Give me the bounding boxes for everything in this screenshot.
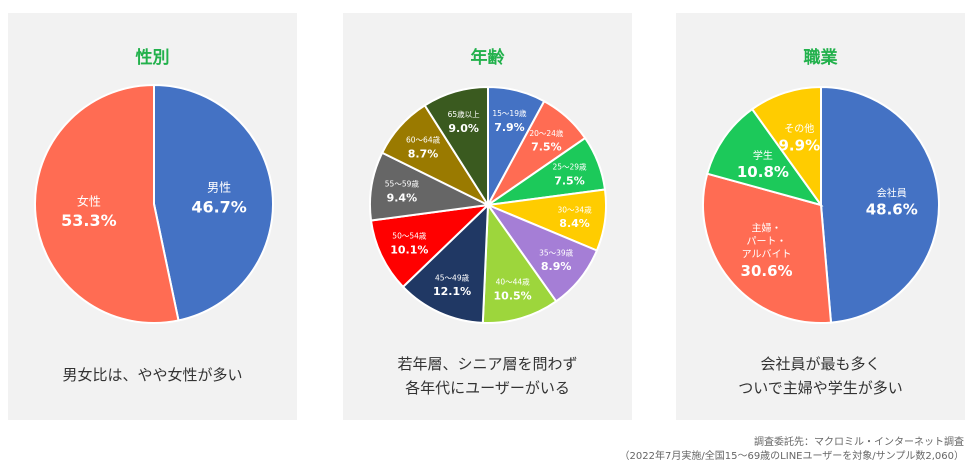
job-slice-3-value: 9.9% (779, 136, 821, 154)
job-slice-2-value: 10.8% (737, 163, 789, 181)
age-chart-title: 年齢 (470, 48, 505, 68)
age-slice-1-name: 20～24歳 (529, 128, 564, 138)
gender-slice-1 (34, 83, 180, 324)
job-slice-1 (702, 172, 833, 324)
gender-slice-1-value: 53.3% (61, 211, 117, 230)
age-slice-1-value: 7.5% (531, 141, 562, 154)
age-note: 若年層、シニア層を問わず 各年代にユーザーがいる (343, 352, 632, 400)
age-slice-5-name: 40～44歳 (496, 277, 531, 287)
age-slice-10-name: 65歳以上 (448, 109, 481, 119)
age-slice-3-value: 8.4% (559, 217, 590, 230)
age-slice-0-value: 7.9% (494, 121, 525, 134)
job-panel: 職業 会社員 48.6% 主婦・ パート・ アルバイト 30.6% 学生 10.8% その他 9.… (676, 13, 965, 420)
job-slice-1-name: アルバイト (742, 249, 792, 261)
age-slice-8-name: 55～59歳 (385, 179, 420, 189)
source-line-1: 調査委託先：マクロミル・インターネット調査 (754, 437, 964, 448)
age-slice-4-name: 35～39歳 (539, 247, 574, 257)
job-slice-0-value: 48.6% (866, 201, 918, 219)
age-slice-10-value: 9.0% (448, 122, 479, 135)
age-slice-2-value: 7.5% (554, 174, 585, 187)
job-slice-0 (820, 85, 940, 324)
age-slice-2-name: 25～29歳 (552, 161, 587, 171)
age-slice-5-value: 10.5% (494, 289, 532, 302)
job-slice-0-name: 会社員 (877, 186, 907, 199)
gender-panel: 性別 男性 46.7% 女性 53.3% 男女比は、やや女性が多い (8, 13, 297, 420)
age-slice-9-value: 8.7% (408, 147, 439, 160)
age-slice-0-name: 15～19歳 (492, 108, 527, 118)
job-note: 会社員が最も多く ついで主婦や学生が多い (676, 352, 965, 400)
age-note-line-1: 若年層、シニア層を問わず (397, 355, 578, 373)
job-slice-2 (706, 107, 824, 207)
age-panel: 年齢 15～19歳 7.9% 20～24歳 7.5% 25～29歳 7.5% 30～34歳 8… (343, 13, 632, 420)
gender-note: 男女比は、やや女性が多い (8, 363, 297, 387)
job-slice-3-name: その他 (784, 122, 814, 135)
age-slice-6-value: 12.1% (433, 285, 471, 298)
job-slice-1-name: パート・ (747, 236, 787, 248)
age-slice-3-name: 30～34歳 (558, 204, 593, 214)
age-slice-8-value: 9.4% (387, 191, 418, 204)
gender-pie-chart: 男性 46.7% 女性 53.3% (34, 83, 274, 324)
age-slice-5 (481, 202, 558, 324)
age-slice-10 (423, 85, 489, 209)
gender-slice-0-name: 男性 (207, 181, 231, 195)
age-pie-chart: 15～19歳 7.9% 20～24歳 7.5% 25～29歳 7.5% 30～34歳 8.4%… (369, 85, 607, 324)
job-note-line-1: 会社員が最も多く (760, 355, 881, 373)
age-slice-9-name: 60～64歳 (406, 134, 441, 144)
job-slice-1-value: 30.6% (741, 262, 793, 280)
gender-slice-1-name: 女性 (77, 193, 101, 208)
age-slice-7-value: 10.1% (390, 244, 428, 257)
job-slice-3 (750, 85, 822, 209)
gender-note-line: 男女比は、やや女性が多い (62, 366, 243, 384)
age-slice-6 (401, 202, 490, 324)
gender-chart-title: 性別 (135, 48, 170, 68)
job-slice-1-name: 主婦・ (752, 223, 782, 235)
gender-slice-0 (153, 83, 274, 322)
source-note: 調査委託先：マクロミル・インターネット調査 （2022年7月実施/全国15～69… (620, 436, 964, 464)
age-slice-7-name: 50～54歳 (392, 231, 427, 241)
job-chart-title: 職業 (803, 48, 838, 68)
job-slice-2-name: 学生 (753, 149, 773, 162)
job-note-line-2: ついで主婦や学生が多い (738, 379, 903, 397)
age-slice-7 (369, 203, 491, 289)
age-note-line-2: 各年代にユーザーがいる (405, 379, 570, 397)
age-slice-6-name: 45～49歳 (435, 272, 470, 282)
source-line-2: （2022年7月実施/全国15～69歳のLINEユーザーを対象/サンプル数2,0… (619, 451, 964, 462)
gender-slice-0-value: 46.7% (191, 197, 247, 216)
age-slice-4-value: 8.9% (541, 260, 572, 273)
